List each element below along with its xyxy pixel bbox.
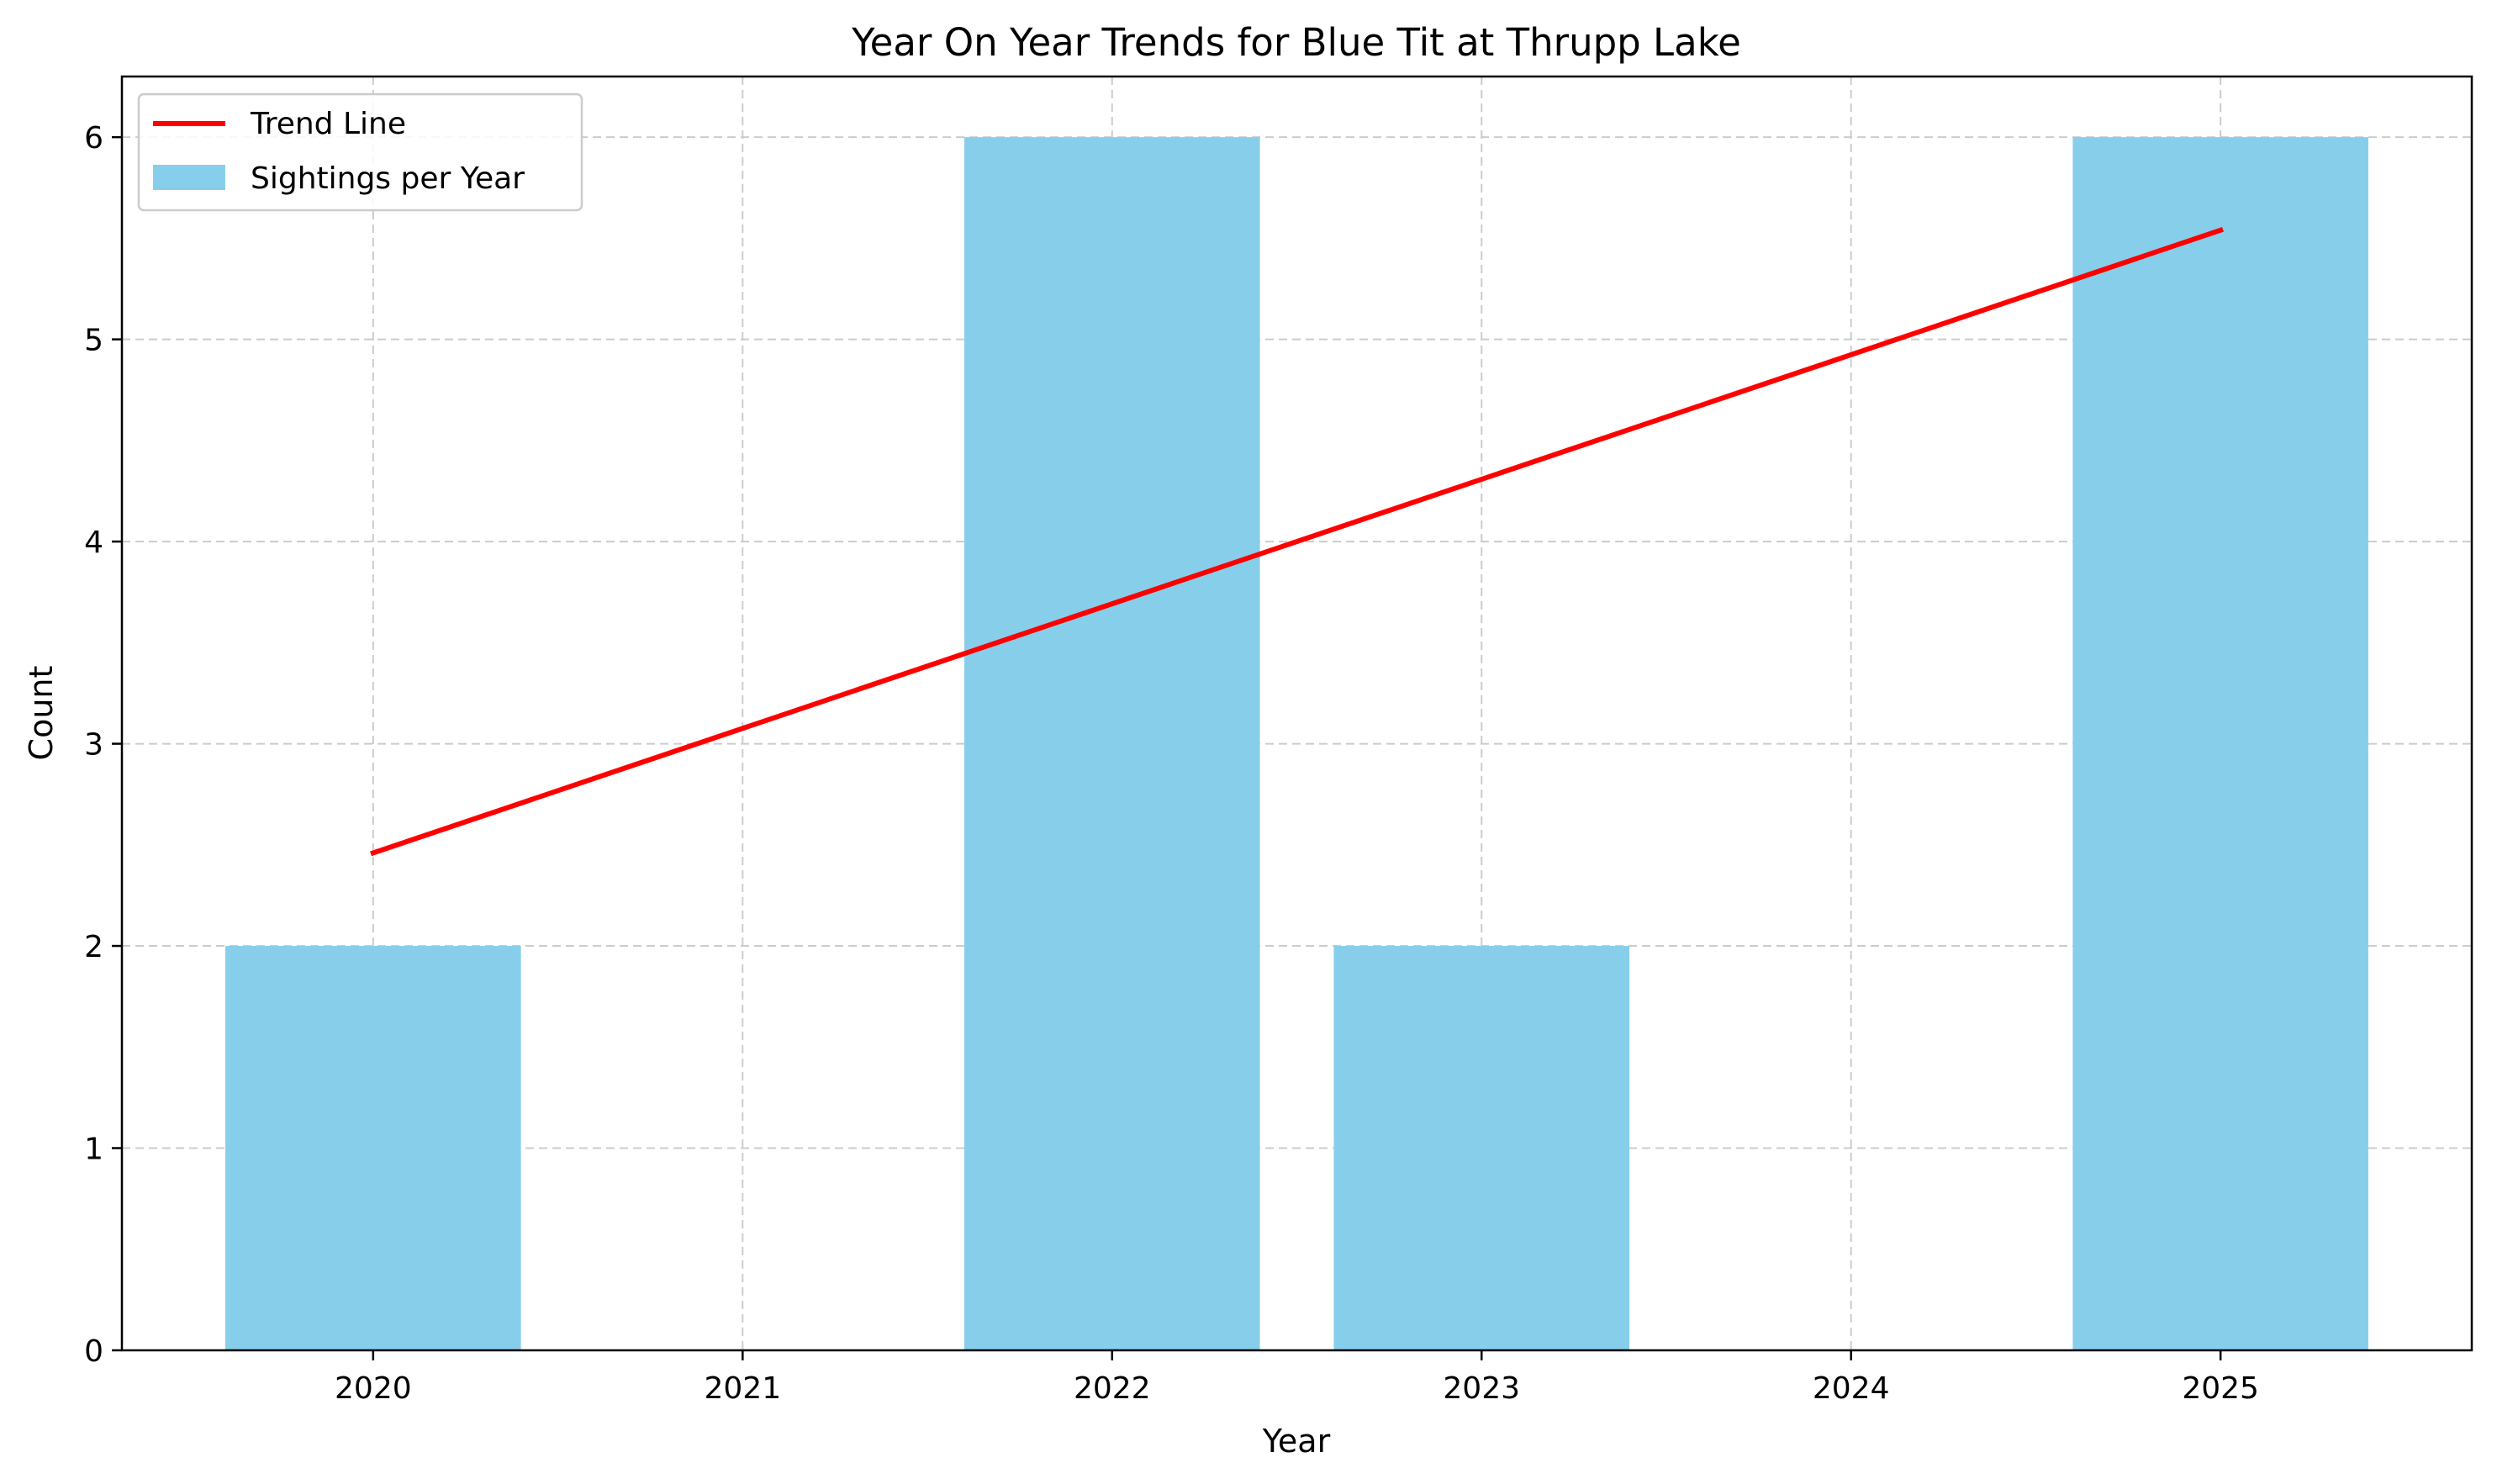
legend: Trend Line Sightings per Year [137,92,583,212]
chart-title: Year On Year Trends for Blue Tit at Thru… [851,20,1741,65]
bar-layer [225,137,2368,1351]
y-tick-label: 5 [84,324,103,358]
legend-trend-line-label: Trend Line [250,107,406,141]
y-axis-label: Count [23,666,60,761]
bar-2023 [1333,946,1630,1350]
legend-sightings-label: Sightings per Year [251,161,525,196]
x-tick-label: 2021 [704,1371,781,1406]
line-layer [370,226,2224,857]
legend-box [137,92,583,212]
x-tick-label: 2025 [2182,1371,2259,1406]
y-tick-label: 1 [84,1133,103,1167]
legend-sightings-swatch [153,165,225,190]
y-tick-label: 2 [84,930,103,964]
bar-2022 [963,137,1260,1351]
x-tick-label: 2024 [1813,1371,1890,1406]
trend-line [370,226,2224,857]
x-tick-label: 2022 [1074,1371,1151,1406]
bar-2020 [225,946,521,1350]
bar-2025 [2072,137,2368,1351]
tick-layer: 2020 2021 2022 2023 2024 2025 0 1 2 3 4 5 6 [84,121,2259,1406]
x-axis-label: Year [1262,1423,1331,1460]
y-tick-label: 6 [84,121,103,156]
x-tick-label: 2023 [1443,1371,1520,1406]
plot-frame [120,75,2473,1352]
y-tick-label: 0 [84,1334,103,1369]
y-tick-label: 4 [84,525,103,560]
y-tick-label: 3 [84,728,103,763]
x-tick-label: 2020 [335,1371,412,1406]
